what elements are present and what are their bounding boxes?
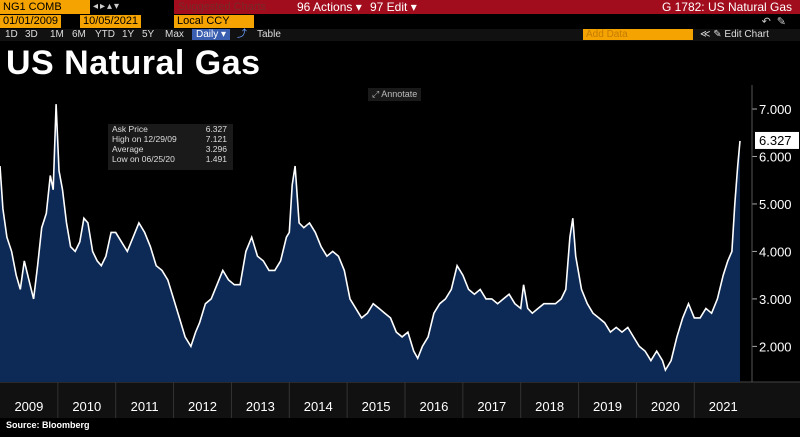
add-data-input[interactable]: Add Data: [583, 29, 693, 40]
currency-select[interactable]: Local CCY: [174, 15, 254, 28]
y-tick-label: 2.000: [759, 339, 792, 354]
range-5y[interactable]: 5Y: [142, 29, 155, 40]
suggested-charts-button[interactable]: Suggested Charts: [174, 0, 292, 14]
price-area: [0, 104, 740, 382]
x-tick-label: 2021: [709, 399, 738, 414]
y-tick-label: 3.000: [759, 292, 792, 307]
x-tick-label: 2013: [246, 399, 275, 414]
undo-settings-icons[interactable]: ↶✎: [761, 16, 792, 28]
price-line: [0, 104, 741, 373]
annotate-button[interactable]: ⤢ Annotate: [368, 88, 422, 101]
legend-average-value: 3.296: [205, 144, 227, 154]
y-tick-label: 6.000: [759, 149, 792, 164]
legend-row-low: Low on 06/25/20 1.491: [108, 154, 233, 164]
legend-row-ask: Ask Price 6.327: [108, 124, 233, 134]
range-1y[interactable]: 1Y: [122, 29, 135, 40]
frequency-select[interactable]: Daily ▾: [192, 29, 231, 41]
edit-chart-label[interactable]: Edit Chart: [724, 29, 769, 40]
x-tick-label: 2015: [362, 399, 391, 414]
range-1m[interactable]: 1M: [50, 29, 64, 40]
legend-average-label: Average: [112, 144, 144, 154]
window-title: G 1782: US Natural Gas: [661, 0, 792, 14]
table-button[interactable]: Table: [257, 29, 281, 40]
legend-row-average: Average 3.296: [108, 144, 233, 154]
x-tick-label: 2009: [14, 399, 43, 414]
range-ytd[interactable]: YTD: [95, 29, 115, 40]
nav-arrows-icon[interactable]: ◂▸▴▾: [93, 1, 122, 12]
range-6m[interactable]: 6M: [72, 29, 86, 40]
annotate-label[interactable]: Annotate: [381, 89, 418, 99]
edit-chart-button[interactable]: ≪ ✎ Edit Chart: [700, 29, 769, 40]
source-note: Source: Bloomberg: [6, 420, 90, 430]
y-tick-label: 7.000: [759, 102, 792, 117]
legend-high-label: High on 12/29/09: [112, 134, 177, 144]
y-tick-label: 5.000: [759, 197, 792, 212]
legend-box: Ask Price 6.327 High on 12/29/09 7.121 Ave…: [108, 124, 233, 170]
legend-ask-label: Ask Price: [112, 124, 148, 134]
chart-type-icon[interactable]: ⤴: [237, 29, 247, 40]
legend-ask-value: 6.327: [205, 124, 227, 134]
x-tick-label: 2018: [535, 399, 564, 414]
legend-row-high: High on 12/29/09 7.121: [108, 134, 233, 144]
start-date-field[interactable]: 01/01/2009: [0, 15, 62, 28]
x-tick-label: 2012: [188, 399, 217, 414]
legend-low-value: 1.491: [205, 154, 227, 164]
x-tick-label: 2010: [72, 399, 101, 414]
last-value-tag: [755, 131, 799, 149]
x-tick-label: 2017: [477, 399, 506, 414]
range-1d[interactable]: 1D: [5, 29, 18, 40]
x-tick-label: 2016: [419, 399, 448, 414]
legend-high-value: 7.121: [205, 134, 227, 144]
x-tick-label: 2011: [131, 399, 159, 414]
y-tick-label: 4.000: [759, 244, 792, 259]
legend-low-label: Low on 06/25/20: [112, 154, 175, 164]
x-tick-label: 2014: [304, 399, 333, 414]
range-max[interactable]: Max: [165, 29, 184, 40]
x-tick-label: 2020: [651, 399, 680, 414]
frequency-label[interactable]: Daily ▾: [192, 29, 231, 40]
function-bar: [292, 0, 800, 14]
edit-menu[interactable]: 97 Edit ▾: [370, 0, 417, 14]
last-value-label: 6.327: [759, 133, 792, 148]
actions-menu[interactable]: 96 Actions ▾: [297, 0, 362, 14]
chart-title: US Natural Gas: [6, 44, 261, 82]
range-3d[interactable]: 3D: [25, 29, 38, 40]
x-tick-label: 2019: [593, 399, 622, 414]
x-axis-band: [0, 382, 800, 418]
end-date-field[interactable]: 10/05/2021: [80, 15, 142, 28]
